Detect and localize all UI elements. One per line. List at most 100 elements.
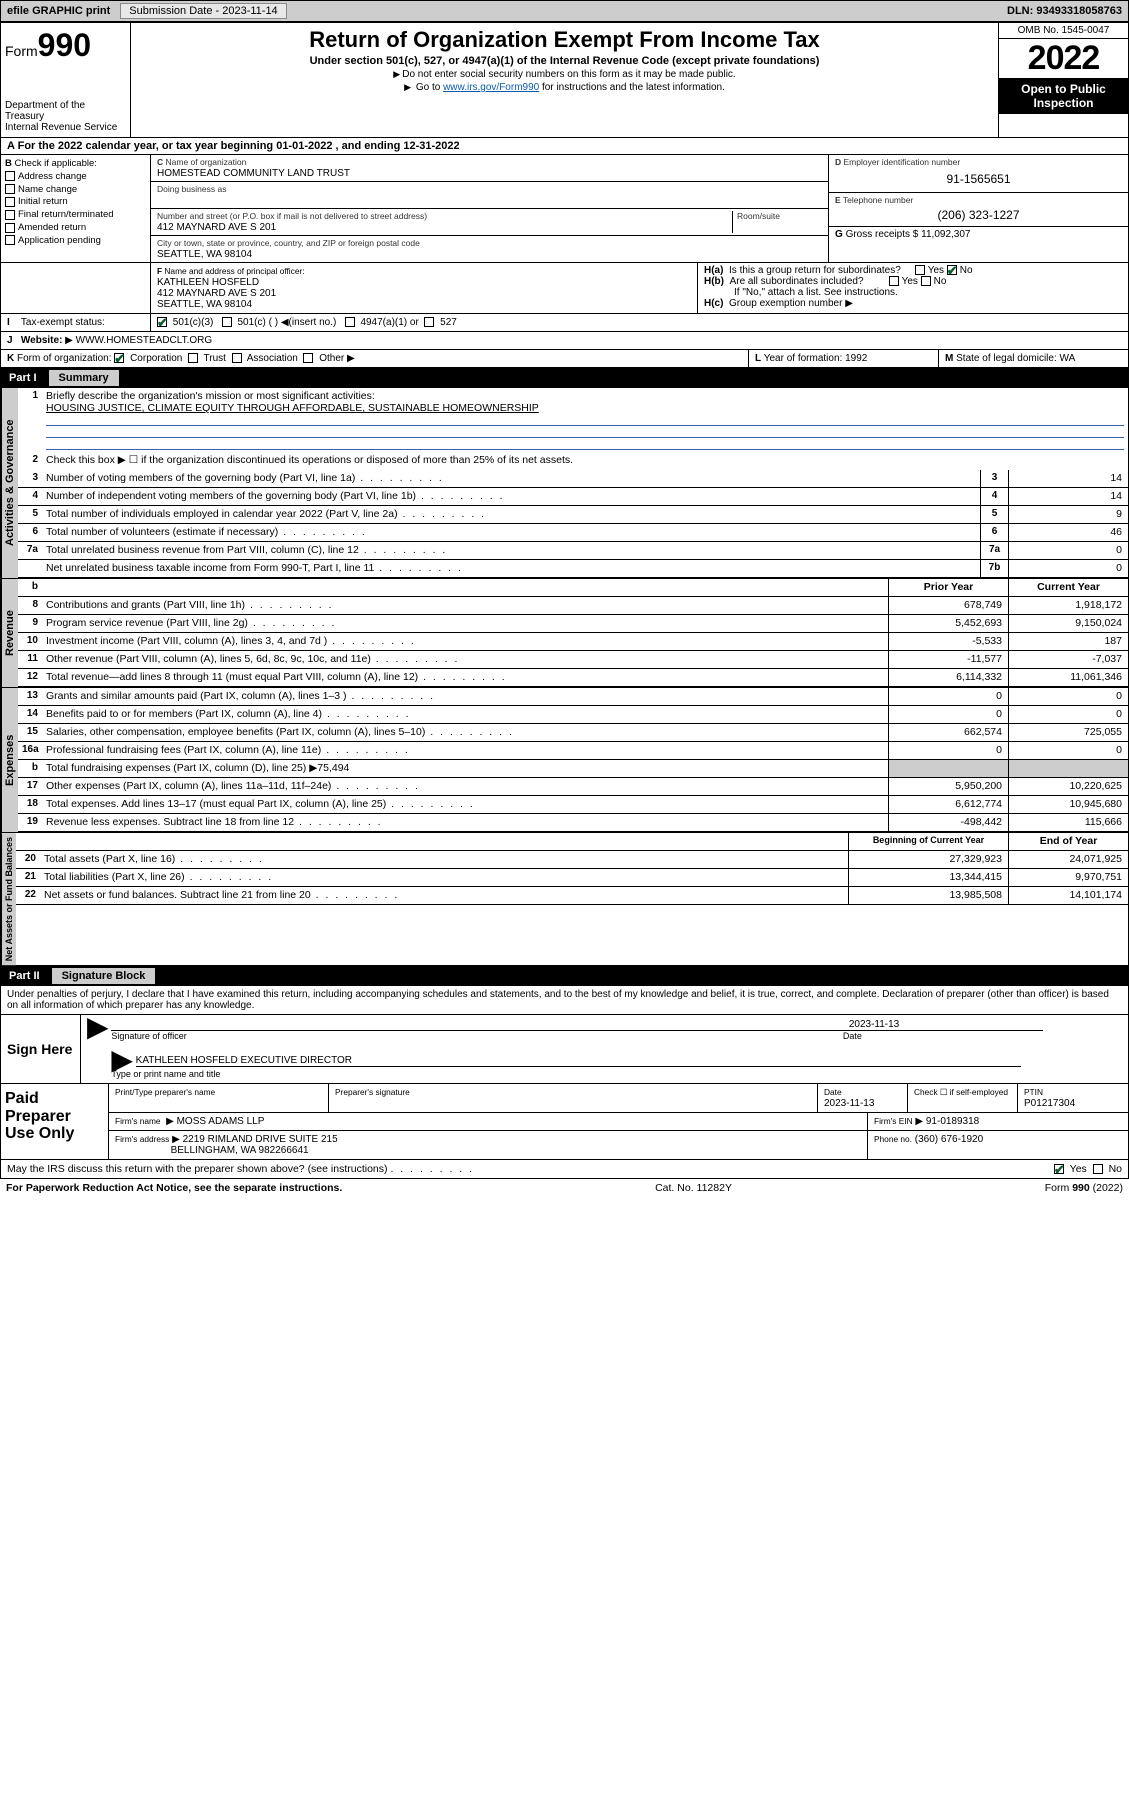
preparer-row1: Print/Type preparer's name Preparer's si… <box>109 1084 1128 1113</box>
opt-initial-return: Initial return <box>18 196 68 207</box>
form-990-number: 990 <box>38 27 91 63</box>
expenses-section: Expenses 13Grants and similar amounts pa… <box>1 688 1128 833</box>
firm-phone: (360) 676-1920 <box>915 1134 983 1145</box>
gov-row: 3Number of voting members of the governi… <box>18 470 1128 488</box>
sign-arrow-icon: ▶ <box>87 1011 109 1042</box>
section-bcdeg: B Check if applicable: Address change Na… <box>1 155 1128 263</box>
tab-expenses: Expenses <box>1 688 18 832</box>
chk-501c[interactable] <box>222 317 232 327</box>
exp-row: 13Grants and similar amounts paid (Part … <box>18 688 1128 706</box>
efile-topbar: efile GRAPHIC print Submission Date - 20… <box>0 0 1129 22</box>
chk-527[interactable] <box>424 317 434 327</box>
netassets-section: Net Assets or Fund Balances Beginning of… <box>1 833 1128 966</box>
line-j: J Website: ▶ WWW.HOMESTEADCLT.ORG <box>1 332 1128 350</box>
chk-501c3[interactable] <box>157 317 167 327</box>
ha-text: Is this a group return for subordinates? <box>729 265 901 276</box>
revenue-section: Revenue b Prior Year Current Year 8Contr… <box>1 579 1128 688</box>
sign-here-label: Sign Here <box>1 1015 81 1083</box>
line-m: M State of legal domicile: WA <box>938 350 1128 367</box>
prep-date: 2023-11-13 <box>824 1098 874 1109</box>
rev-row: 10Investment income (Part VIII, column (… <box>18 633 1128 651</box>
hb-text: Are all subordinates included? <box>730 276 864 287</box>
sig-officer-label: Signature of officer <box>111 1031 843 1041</box>
dln-label: DLN: 93493318058763 <box>1007 5 1128 17</box>
na-row: 20Total assets (Part X, line 16)27,329,9… <box>16 851 1128 869</box>
chk-hb-no[interactable] <box>921 276 931 286</box>
tab-revenue: Revenue <box>1 579 18 687</box>
chk-ha-yes[interactable] <box>915 265 925 275</box>
box-f: F Name and address of principal officer:… <box>151 263 698 313</box>
opt-501c3: 501(c)(3) <box>173 317 214 328</box>
chk-hb-yes[interactable] <box>889 276 899 286</box>
chk-address-change[interactable] <box>5 171 15 181</box>
efile-label: efile GRAPHIC print <box>1 5 116 17</box>
dba-label: Doing business as <box>157 184 226 194</box>
website-label: Website: <box>21 335 63 346</box>
opt-other: Other <box>319 353 344 364</box>
chk-assoc[interactable] <box>232 353 242 363</box>
opt-final-return: Final return/terminated <box>18 209 114 220</box>
chk-final-return[interactable] <box>5 210 15 220</box>
form-number: Form990 <box>5 27 126 64</box>
city-cell: City or town, state or province, country… <box>151 236 828 262</box>
l-value: 1992 <box>845 353 867 364</box>
l-label: Year of formation: <box>764 353 843 364</box>
mission-label: Briefly describe the organization's miss… <box>46 390 375 402</box>
goto-pre: Go to <box>416 82 443 93</box>
gross-label: Gross receipts $ <box>846 229 919 240</box>
omb-number: OMB No. 1545-0047 <box>999 23 1128 39</box>
submission-date-button[interactable]: Submission Date - 2023-11-14 <box>120 3 286 19</box>
box-b-label: Check if applicable: <box>15 158 97 169</box>
gov-row: 6Total number of volunteers (estimate if… <box>18 524 1128 542</box>
firm-ein: 91-0189318 <box>926 1116 979 1127</box>
officer-name: KATHLEEN HOSFELD <box>157 277 259 288</box>
gov-row: 4Number of independent voting members of… <box>18 488 1128 506</box>
pra-notice: For Paperwork Reduction Act Notice, see … <box>6 1182 342 1194</box>
chk-corp[interactable] <box>114 353 124 363</box>
chk-app-pending[interactable] <box>5 235 15 245</box>
exp-row: 19Revenue less expenses. Subtract line 1… <box>18 814 1128 832</box>
officer-name-label: Type or print name and title <box>111 1069 1043 1079</box>
prep-name-label: Print/Type preparer's name <box>115 1087 215 1097</box>
chk-initial-return[interactable] <box>5 197 15 207</box>
h-note: If "No," attach a list. See instructions… <box>704 287 1122 298</box>
header-right: OMB No. 1545-0047 2022 Open to Public In… <box>998 23 1128 137</box>
phone-label: Telephone number <box>843 195 913 205</box>
line-i: I Tax-exempt status: <box>1 314 151 331</box>
tax-status-opts: 501(c)(3) 501(c) ( ) ◀(insert no.) 4947(… <box>151 314 1128 331</box>
page-footer: For Paperwork Reduction Act Notice, see … <box>0 1179 1129 1197</box>
exp-row: 14Benefits paid to or for members (Part … <box>18 706 1128 724</box>
chk-other[interactable] <box>303 353 313 363</box>
irs-link[interactable]: www.irs.gov/Form990 <box>443 82 539 93</box>
tax-year: 2022 <box>999 39 1128 78</box>
chk-4947[interactable] <box>345 317 355 327</box>
chk-name-change[interactable] <box>5 184 15 194</box>
dba-cell: Doing business as <box>151 182 828 209</box>
chk-ha-no[interactable] <box>947 265 957 275</box>
ein-value: 91-1565651 <box>835 168 1122 190</box>
na-row: 22Net assets or fund balances. Subtract … <box>16 887 1128 905</box>
dept-treasury: Department of the Treasury <box>5 100 126 122</box>
chk-trust[interactable] <box>188 353 198 363</box>
org-name: HOMESTEAD COMMUNITY LAND TRUST <box>157 168 350 179</box>
gov-row: 7aTotal unrelated business revenue from … <box>18 542 1128 560</box>
preparer-row2: Firm's name ▶ MOSS ADAMS LLP Firm's EIN … <box>109 1113 1128 1131</box>
header-left: Form990 Department of the Treasury Inter… <box>1 23 131 137</box>
officer-addr1: 412 MAYNARD AVE S 201 <box>157 288 276 299</box>
col-current-year: Current Year <box>1008 579 1128 596</box>
tab-netassets: Net Assets or Fund Balances <box>1 833 16 965</box>
col-beginning: Beginning of Current Year <box>848 833 1008 850</box>
chk-discuss-no[interactable] <box>1093 1164 1103 1174</box>
k-label: Form of organization: <box>17 353 112 364</box>
opt-address-change: Address change <box>18 171 87 182</box>
exp-row: 17Other expenses (Part IX, column (A), l… <box>18 778 1128 796</box>
ptin-value: P01217304 <box>1024 1098 1075 1109</box>
form-subtitle: Under section 501(c), 527, or 4947(a)(1)… <box>137 55 992 67</box>
exp-row: 15Salaries, other compensation, employee… <box>18 724 1128 742</box>
discuss-text: May the IRS discuss this return with the… <box>7 1163 388 1175</box>
line2-text: Check this box ▶ ☐ if the organization d… <box>42 452 1128 470</box>
chk-amended[interactable] <box>5 223 15 233</box>
street-cell: Number and street (or P.O. box if mail i… <box>151 209 828 236</box>
chk-discuss-yes[interactable] <box>1054 1164 1064 1174</box>
opt-4947: 4947(a)(1) or <box>360 317 418 328</box>
